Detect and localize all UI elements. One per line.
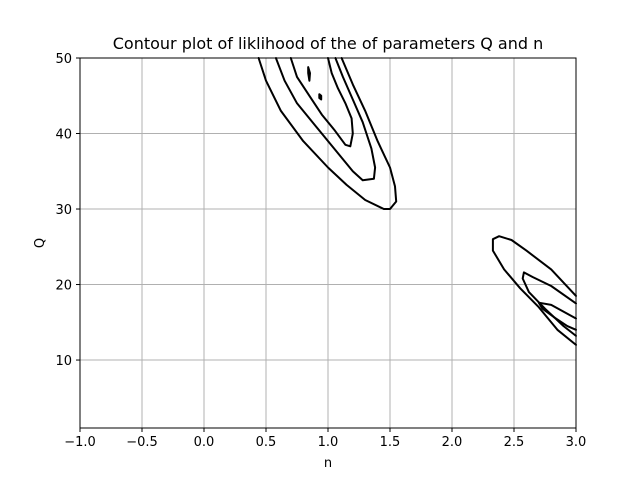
y-axis-label: Q [33,238,48,248]
x-tick-label: −1.0 [64,435,96,450]
contour-lines [257,57,577,346]
x-tick-label: 0.0 [194,435,215,450]
contour-line [537,301,577,331]
y-tick-label: 20 [55,279,72,294]
x-tick-label: 3.0 [566,435,587,450]
contour-line [318,93,323,101]
contour-line [274,57,377,182]
y-tick-label: 30 [55,203,72,218]
x-tick-label: −0.5 [126,435,158,450]
y-tick-label: 40 [55,128,72,143]
x-tick-label: 1.0 [318,435,339,450]
x-axis-ticks: −1.0 −0.5 0.0 0.5 1.0 1.5 2.0 2.5 3.0 [64,428,586,450]
y-tick-label: 10 [55,354,72,369]
x-axis-label: n [324,456,332,471]
x-tick-label: 1.5 [380,435,401,450]
x-tick-label: 0.5 [256,435,277,450]
contour-line [289,57,354,148]
y-axis-ticks: 10 20 30 40 50 [55,52,80,369]
y-tick-label: 50 [55,52,72,67]
chart-title: Contour plot of liklihood of the of para… [113,34,544,53]
x-tick-label: 2.0 [442,435,463,450]
contour-line [257,57,398,210]
x-tick-label: 2.5 [504,435,525,450]
contour-line [307,66,311,82]
contour-line [491,235,577,346]
